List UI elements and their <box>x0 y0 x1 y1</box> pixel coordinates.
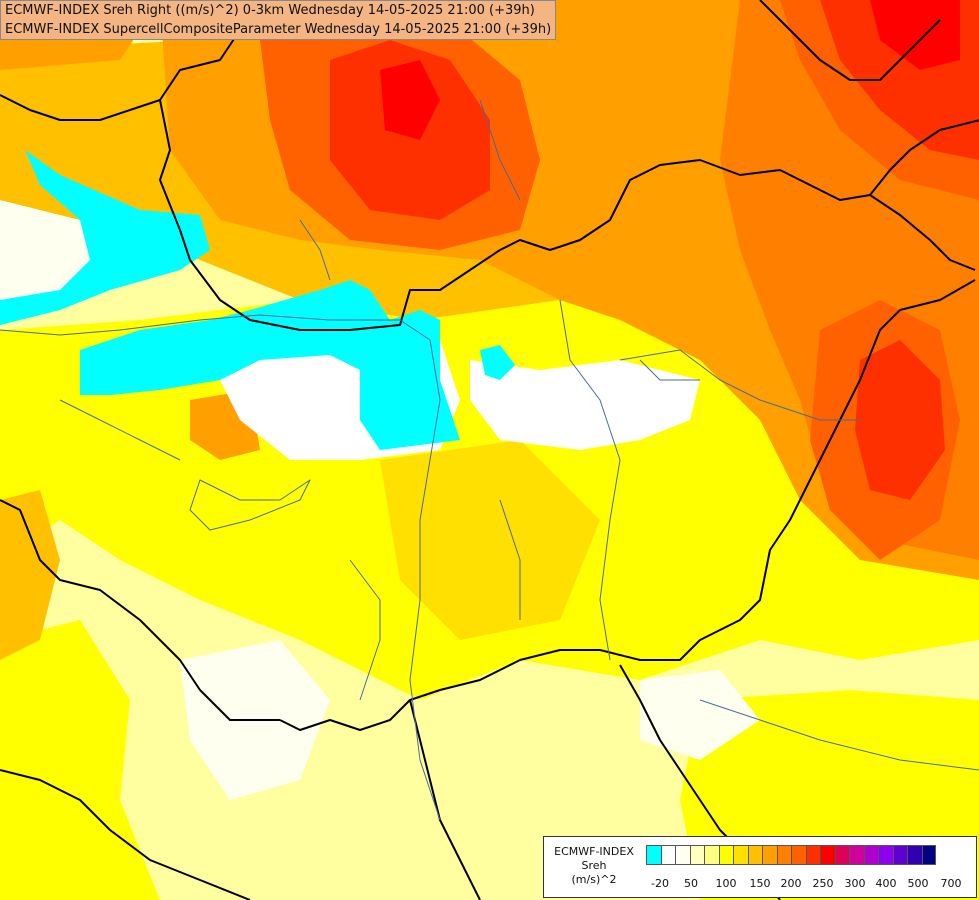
river <box>559 299 621 661</box>
river <box>479 99 521 201</box>
legend-swatch <box>834 845 849 865</box>
river <box>349 559 381 701</box>
gold-zone <box>380 440 600 640</box>
cyan-zone-center <box>80 280 460 450</box>
legend-title-line-3: (m/s)^2 <box>571 873 617 886</box>
legend-swatch <box>863 845 878 865</box>
legend-swatch <box>675 845 690 865</box>
country-border <box>0 769 251 900</box>
yellow-zone-south-west <box>0 620 160 900</box>
legend-title-line-2: Sreh <box>581 859 607 872</box>
legend-swatch <box>805 845 820 865</box>
legend-swatch <box>704 845 719 865</box>
legend-swatch <box>689 845 704 865</box>
river <box>0 314 441 821</box>
river <box>499 499 521 620</box>
color-legend: ECMWF-INDEX Sreh (m/s)^2 -20 50 100 150 200 2… <box>543 836 977 898</box>
legend-title-line-1: ECMWF-INDEX <box>554 845 634 858</box>
cyan-zone-west <box>0 150 210 325</box>
deep-red-core-ne <box>870 0 960 70</box>
legend-swatch <box>660 845 675 865</box>
legend-swatch <box>718 845 733 865</box>
red-core-east <box>855 340 945 500</box>
legend-swatch <box>776 845 791 865</box>
legend-tick-labels: -20 50 100 150 200 250 300 400 500 700 <box>646 877 976 891</box>
river <box>639 359 700 381</box>
legend-swatch <box>747 845 762 865</box>
country-border <box>0 499 280 721</box>
legend-swatch <box>849 845 864 865</box>
legend-swatch <box>878 845 893 865</box>
country-border <box>409 699 481 900</box>
legend-tick-label: 500 <box>907 877 929 890</box>
header-line-2: ECMWF-INDEX SupercellCompositeParameter … <box>5 22 552 37</box>
white-zone-east <box>470 360 700 450</box>
legend-swatch <box>791 845 806 865</box>
river <box>189 479 311 531</box>
legend-title: ECMWF-INDEX Sreh (m/s)^2 <box>546 845 642 887</box>
legend-tick-label: 100 <box>715 877 737 890</box>
river <box>299 219 331 281</box>
legend-swatch <box>892 845 907 865</box>
legend-tick-label: 150 <box>749 877 771 890</box>
legend-tick-label: 250 <box>812 877 834 890</box>
legend-swatches <box>646 845 936 865</box>
river <box>619 349 860 421</box>
map-header: ECMWF-INDEX Sreh Right ((m/s)^2) 0-3km W… <box>0 0 557 40</box>
country-border <box>759 0 941 81</box>
pale-patch-east <box>640 670 760 760</box>
legend-swatch <box>907 845 922 865</box>
country-border <box>869 119 979 196</box>
legend-swatch <box>820 845 835 865</box>
river <box>699 699 979 771</box>
header-line-1: ECMWF-INDEX Sreh Right ((m/s)^2) 0-3km W… <box>5 3 535 18</box>
legend-swatch <box>921 845 936 865</box>
legend-swatch <box>762 845 777 865</box>
country-border <box>0 94 976 331</box>
legend-swatch <box>646 845 661 865</box>
cyan-patch-east <box>480 345 515 380</box>
legend-tick-label: 300 <box>844 877 866 890</box>
legend-tick-label: 200 <box>780 877 802 890</box>
orange-light-zone-sw <box>0 490 60 660</box>
legend-tick-label: 700 <box>940 877 962 890</box>
river <box>59 399 181 461</box>
legend-tick-label: -20 <box>651 877 669 890</box>
legend-swatch <box>733 845 748 865</box>
country-border <box>279 279 976 731</box>
legend-tick-label: 50 <box>684 877 698 890</box>
deep-red-core <box>380 60 440 140</box>
legend-tick-label: 400 <box>875 877 897 890</box>
